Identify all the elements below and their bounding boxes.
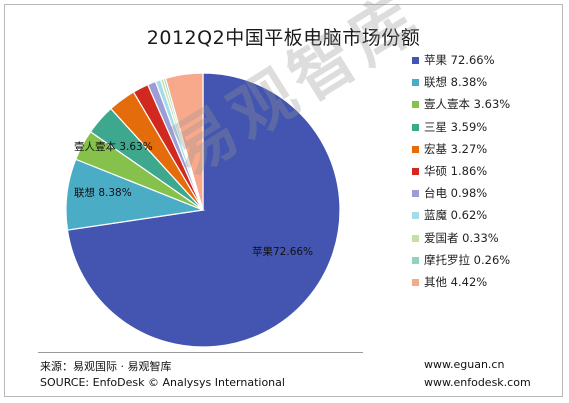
pie-data-labels: 苹果72.66% 联想 8.38% 壹人壹本 3.63% bbox=[74, 140, 313, 258]
legend-swatch bbox=[412, 79, 419, 87]
legend-label: 宏基 3.27% bbox=[424, 141, 488, 156]
pie-data-label-1: 联想 8.38% bbox=[74, 186, 132, 199]
legend-swatch bbox=[412, 190, 419, 198]
legend: 苹果 72.66% 联想 8.38% 壹人壹本 3.63% 三星 3.59% 宏基 3.… bbox=[408, 52, 558, 296]
legend-item-6: 台电 0.98% bbox=[408, 185, 558, 207]
pie-slices bbox=[65, 72, 341, 348]
pie-data-label-0: 苹果72.66% bbox=[252, 245, 313, 258]
legend-item-0: 苹果 72.66% bbox=[408, 52, 558, 74]
footer-source-cn: 来源：易观国际 · 易观智库 bbox=[40, 360, 172, 373]
legend-item-8: 爱国者 0.33% bbox=[408, 230, 558, 252]
legend-label: 苹果 72.66% bbox=[424, 53, 495, 67]
legend-label: 华硕 1.86% bbox=[424, 163, 488, 178]
legend-item-9: 摩托罗拉 0.26% bbox=[408, 252, 558, 274]
legend-swatch bbox=[412, 123, 419, 131]
legend-label: 爱国者 0.33% bbox=[424, 230, 499, 245]
legend-label: 联想 8.38% bbox=[424, 75, 488, 90]
pie-slice-10 bbox=[164, 72, 204, 211]
legend-swatch bbox=[412, 278, 419, 286]
footer-url-eguan[interactable]: www.eguan.cn bbox=[424, 358, 505, 371]
chart-title: 2012Q2中国平板电脑市场份额 bbox=[146, 27, 421, 49]
legend-item-3: 三星 3.59% bbox=[408, 119, 558, 141]
footer-separator bbox=[38, 352, 363, 353]
legend-item-1: 联想 8.38% bbox=[408, 74, 558, 96]
pie-data-label-2: 壹人壹本 3.63% bbox=[74, 140, 153, 153]
legend-label: 三星 3.59% bbox=[424, 119, 488, 134]
footer-url-enfodesk[interactable]: www.enfodesk.com bbox=[424, 376, 531, 389]
legend-swatch bbox=[412, 101, 419, 109]
legend-swatch bbox=[412, 212, 419, 220]
legend-label: 蓝魔 0.62% bbox=[424, 208, 488, 223]
legend-item-5: 华硕 1.86% bbox=[408, 163, 558, 185]
legend-label: 壹人壹本 3.63% bbox=[424, 97, 511, 112]
legend-label: 其他 4.42% bbox=[424, 274, 488, 289]
legend-swatch bbox=[412, 145, 419, 153]
legend-item-10: 其他 4.42% bbox=[408, 274, 558, 296]
legend-swatch bbox=[412, 167, 419, 175]
legend-item-7: 蓝魔 0.62% bbox=[408, 207, 558, 229]
legend-item-4: 宏基 3.27% bbox=[408, 141, 558, 163]
legend-swatch bbox=[412, 234, 419, 242]
legend-label: 台电 0.98% bbox=[424, 186, 488, 201]
legend-item-2: 壹人壹本 3.63% bbox=[408, 96, 558, 118]
legend-label: 摩托罗拉 0.26% bbox=[424, 252, 511, 267]
legend-swatch bbox=[412, 57, 419, 64]
legend-swatch bbox=[412, 256, 419, 264]
footer-source-en: SOURCE: EnfoDesk © Analysys Internationa… bbox=[40, 376, 285, 389]
